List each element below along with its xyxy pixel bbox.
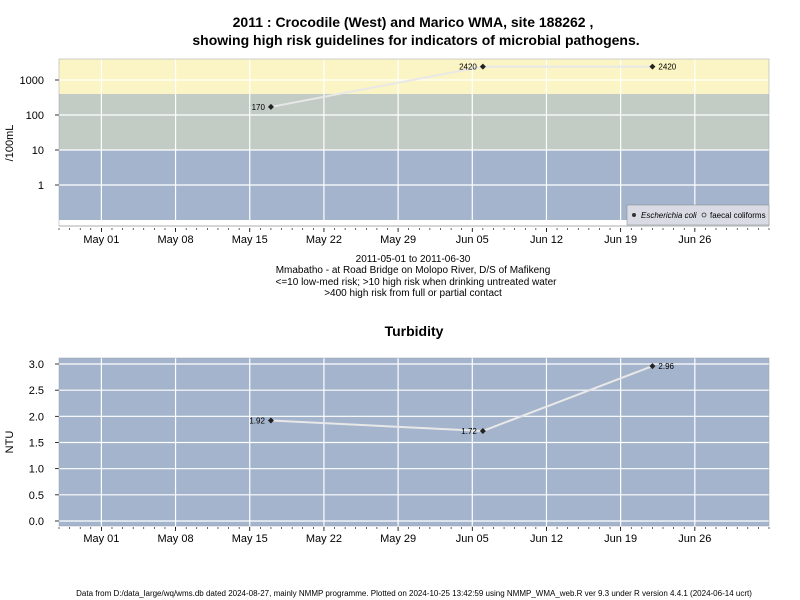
chart1-legend: Escherichia coli faecal coliforms bbox=[626, 204, 770, 226]
chart2-title: Turbidity bbox=[385, 323, 444, 339]
y-tick-label: 0.0 bbox=[29, 516, 44, 528]
y-tick-label: 100 bbox=[26, 110, 44, 122]
risk-band bbox=[59, 59, 769, 94]
legend-marker-ecoli bbox=[632, 213, 636, 217]
data-point-ecoli bbox=[267, 103, 274, 110]
x-tick-label: Jun 19 bbox=[604, 234, 637, 246]
data-point-ecoli bbox=[649, 63, 656, 70]
data-label-turbidity: 1.92 bbox=[249, 417, 265, 426]
data-point-ecoli bbox=[479, 63, 486, 70]
chart1-caption-dates: 2011-05-01 to 2011-06-30 bbox=[356, 254, 471, 265]
x-tick-label: May 15 bbox=[232, 234, 268, 246]
chart1-caption-risk2: >400 high risk from full or partial cont… bbox=[324, 288, 502, 299]
legend-label-faecal: faecal coliforms bbox=[710, 211, 766, 220]
y-tick-label: 3.0 bbox=[29, 359, 44, 371]
chart2-ylabel: NTU bbox=[4, 431, 16, 454]
chart2-plot-area: 0.0 0.5 1.0 1.5 2.0 2.5 3.0 May 01 May 08 May 15 M… bbox=[29, 357, 770, 545]
legend-label-ecoli: Escherichia coli bbox=[641, 211, 697, 220]
footer-note: Data from D:/data_large/wq/wms.db dated … bbox=[76, 589, 752, 598]
x-tick-label: Jun 12 bbox=[530, 234, 563, 246]
x-tick-label: May 15 bbox=[232, 533, 268, 545]
x-tick-label: May 22 bbox=[306, 234, 342, 246]
y-tick-label: 10 bbox=[32, 145, 44, 157]
x-tick-label: Jun 26 bbox=[678, 533, 711, 545]
y-tick-label: 2.5 bbox=[29, 385, 44, 397]
x-tick-label: May 01 bbox=[83, 234, 119, 246]
x-tick-label: Jun 05 bbox=[456, 533, 489, 545]
y-tick-label: 1.0 bbox=[29, 464, 44, 476]
data-label-ecoli: 2420 bbox=[658, 63, 676, 72]
plot-frame bbox=[58, 357, 770, 527]
x-tick-label: May 08 bbox=[158, 533, 194, 545]
data-label-turbidity: 1.72 bbox=[461, 427, 477, 436]
x-tick-label: May 08 bbox=[158, 234, 194, 246]
y-tick-label: 2.0 bbox=[29, 411, 44, 423]
data-point-turbidity bbox=[267, 417, 274, 424]
chart1-caption-site: Mmabatho - at Road Bridge on Molopo Rive… bbox=[276, 265, 551, 276]
data-label-ecoli: 2420 bbox=[459, 63, 477, 72]
chart1-title-line1: 2011 : Crocodile (West) and Marico WMA, … bbox=[233, 14, 594, 30]
chart1-ylabel: /100mL bbox=[4, 125, 16, 162]
data-label-turbidity: 2.96 bbox=[658, 362, 674, 371]
legend-marker-faecal bbox=[701, 212, 707, 218]
y-tick-label: 1000 bbox=[20, 75, 44, 87]
chart1-plot-area: 1 10 100 1000 May 01 May 08 May 15 May 22 May 29… bbox=[20, 58, 770, 246]
x-tick-label: May 22 bbox=[306, 533, 342, 545]
x-tick-label: Jun 12 bbox=[530, 533, 563, 545]
x-tick-label: Jun 19 bbox=[604, 533, 637, 545]
risk-band bbox=[59, 93, 769, 150]
data-point-turbidity bbox=[649, 363, 656, 370]
x-tick-label: May 29 bbox=[380, 234, 416, 246]
y-tick-label: 1 bbox=[38, 180, 44, 192]
y-tick-label: 1.5 bbox=[29, 438, 44, 450]
y-tick-label: 0.5 bbox=[29, 490, 44, 502]
chart1-title-line2: showing high risk guidelines for indicat… bbox=[192, 32, 639, 48]
chart1-caption-risk1: <=10 low-med risk; >10 high risk when dr… bbox=[276, 277, 558, 288]
x-tick-label: Jun 05 bbox=[456, 234, 489, 246]
x-tick-label: May 01 bbox=[83, 533, 119, 545]
data-point-turbidity bbox=[479, 427, 486, 434]
x-tick-label: May 29 bbox=[380, 533, 416, 545]
x-tick-label: Jun 26 bbox=[678, 234, 711, 246]
data-label-ecoli: 170 bbox=[252, 103, 266, 112]
